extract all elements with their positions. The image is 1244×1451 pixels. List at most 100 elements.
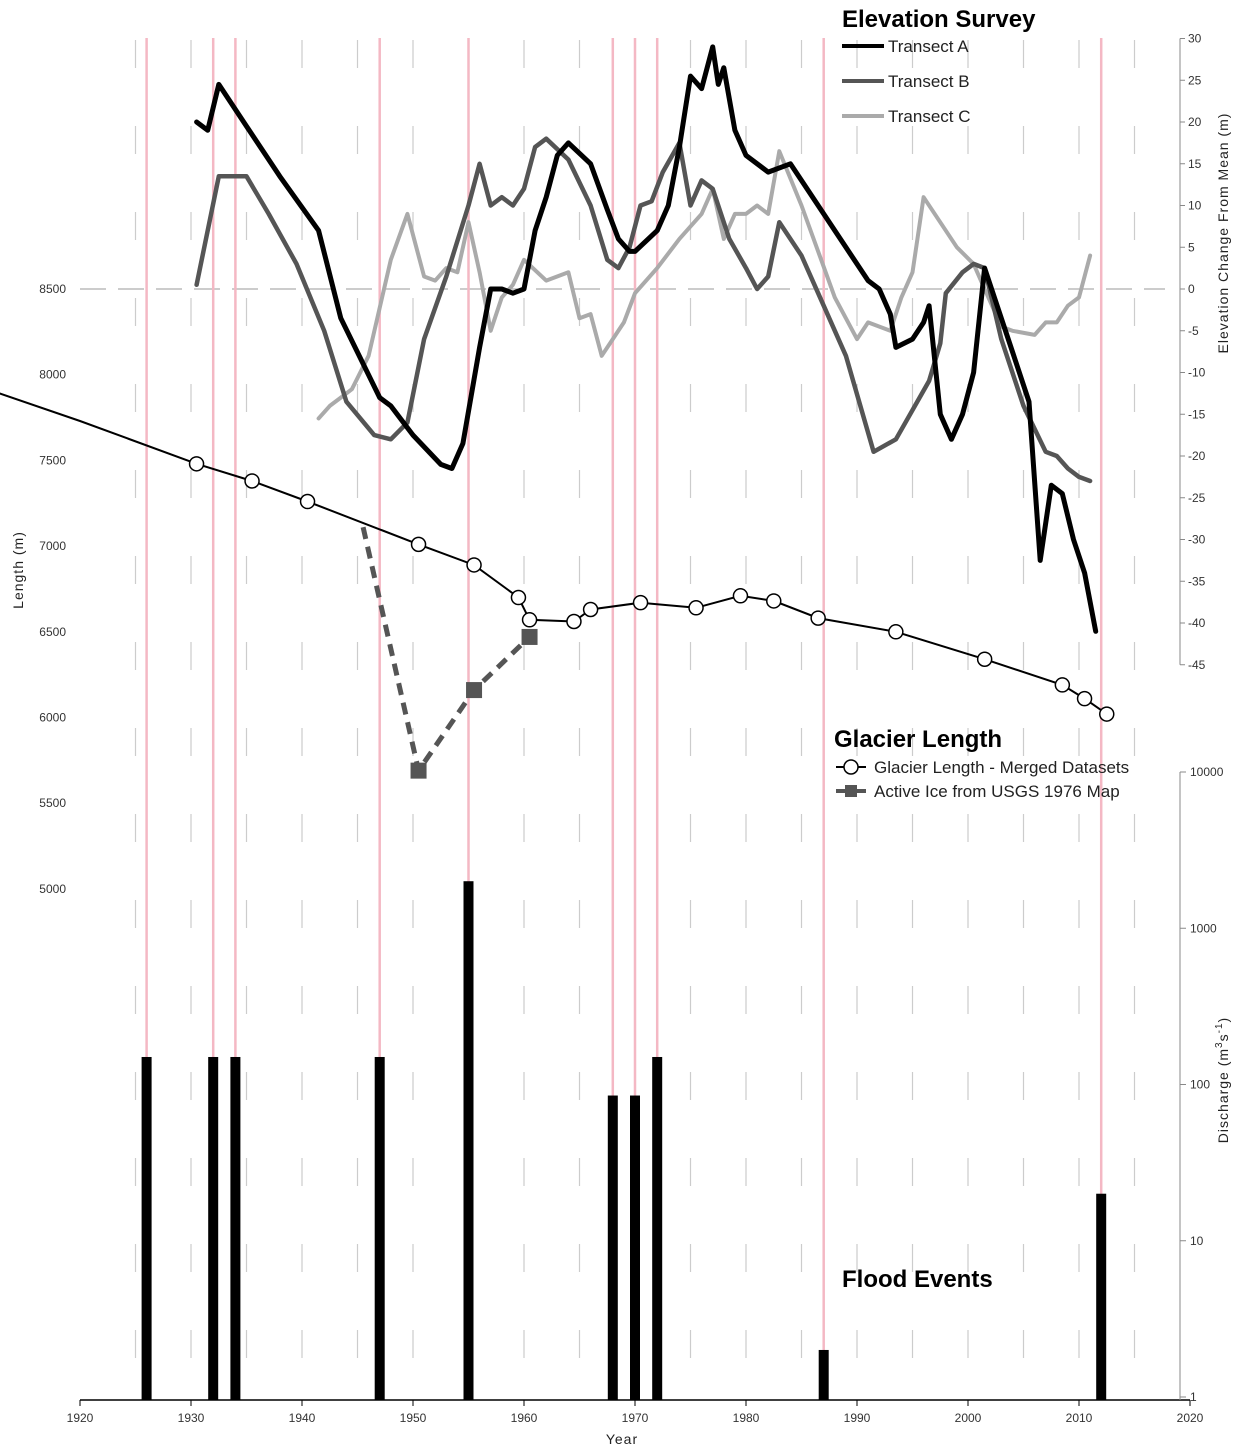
legend-swatch-glacier-length-marker (843, 759, 859, 775)
legend-label-glacier-length: Glacier Length - Merged Datasets (874, 758, 1129, 777)
elevation-tick-label-5: 5 (1188, 240, 1195, 254)
flood-bar-1926 (141, 1056, 152, 1400)
elevation-tick-label--45: -45 (1188, 658, 1206, 672)
discharge-tick-label-10000: 10000 (1190, 765, 1224, 779)
flood-bar-1968 (607, 1095, 618, 1400)
elevation-legend: Transect A Transect B Transect C (842, 37, 971, 126)
discharge-title-end: ) (1215, 1017, 1231, 1023)
discharge-title-mid: s (1215, 1033, 1231, 1041)
legend-label-transect-c: Transect C (888, 107, 971, 126)
legend-label-transect-a: Transect A (888, 37, 969, 56)
discharge-title-sup: 3 (1214, 1041, 1225, 1048)
x-tick-label-2000: 2000 (955, 1411, 982, 1425)
elevation-tick-label-0: 0 (1188, 282, 1195, 296)
discharge-tick-label-100: 100 (1190, 1078, 1210, 1092)
active-ice-point-3 (521, 628, 538, 645)
elevation-tick-label-25: 25 (1188, 73, 1202, 87)
x-tick-label-1960: 1960 (511, 1411, 538, 1425)
elevation-tick-label--10: -10 (1188, 366, 1206, 380)
flood-bar-1932 (208, 1056, 219, 1400)
glacier-length-point-14 (766, 593, 782, 609)
x-tick-label-1940: 1940 (289, 1411, 316, 1425)
glacier-length-point-16 (888, 624, 904, 640)
active-ice-point-2 (466, 682, 483, 699)
legend-label-active-ice: Active Ice from USGS 1976 Map (874, 782, 1120, 801)
discharge-tick-label-1000: 1000 (1190, 921, 1217, 935)
elevation-tick-label-30: 30 (1188, 32, 1202, 46)
flood-bar-1955 (463, 881, 474, 1400)
x-tick-label-1920: 1920 (67, 1411, 94, 1425)
length-legend: Glacier Length - Merged Datasets Active … (836, 758, 1129, 801)
series-line-transect-c (316, 149, 1093, 421)
glacier-length-point-3 (244, 473, 260, 489)
left-tick-label-5500: 5500 (39, 796, 66, 810)
glacier-length-point-6 (466, 557, 482, 573)
flood-bar-2012 (1096, 1193, 1107, 1400)
x-tick-label-1970: 1970 (622, 1411, 649, 1425)
elevation-tick-label--25: -25 (1188, 491, 1206, 505)
active-ice-point-1 (410, 762, 427, 779)
x-axis-title: Year (606, 1431, 638, 1447)
glacier-length-point-12 (688, 600, 704, 616)
legend-label-transect-b: Transect B (888, 72, 970, 91)
glacier-length-point-15 (810, 610, 826, 626)
elevation-tick-label-20: 20 (1188, 115, 1202, 129)
glacier-length-point-10 (582, 601, 599, 618)
elevation-tick-label--35: -35 (1188, 574, 1206, 588)
elevation-axis-title: Elevation Change From Mean (m) (1215, 113, 1231, 354)
elevation-tick-label--5: -5 (1188, 324, 1199, 338)
left-tick-label-8500: 8500 (39, 282, 66, 296)
legend-swatch-active-ice-marker (845, 785, 857, 797)
left-tick-label-7000: 7000 (39, 539, 66, 553)
discharge-title-sup2: -1 (1214, 1022, 1225, 1033)
flood-bar-1947 (374, 1056, 385, 1400)
x-tick-label-1950: 1950 (400, 1411, 427, 1425)
flood-title: Flood Events (842, 1266, 993, 1293)
series-line-glacier-length (0, 392, 1108, 715)
glacier-length-point-18 (1054, 677, 1071, 693)
x-tick-label-2010: 2010 (1066, 1411, 1093, 1425)
glacier-length-point-7 (510, 589, 527, 606)
glacier-length-point-20 (1099, 706, 1115, 722)
left-tick-label-8000: 8000 (39, 368, 66, 382)
glacier-length-point-8 (521, 612, 538, 628)
x-tick-label-1990: 1990 (844, 1411, 871, 1425)
series-line-active-ice (360, 526, 532, 777)
glacier-length-point-2 (188, 456, 205, 472)
elevation-tick-label--20: -20 (1188, 449, 1206, 463)
flood-bars (141, 881, 1107, 1400)
left-tick-label-5000: 5000 (39, 882, 66, 896)
flood-bar-1934 (230, 1056, 241, 1400)
series-line-transect-a (194, 44, 1099, 634)
left-tick-label-6500: 6500 (39, 625, 66, 639)
left-axis-title: Length (m) (10, 531, 26, 609)
glacier-length-point-11 (632, 594, 649, 611)
elevation-tick-label--40: -40 (1188, 616, 1206, 630)
discharge-tick-label-1: 1 (1190, 1390, 1197, 1404)
glacier-length-point-5 (410, 536, 427, 553)
flood-bar-1972 (652, 1056, 663, 1400)
glacier-length-point-13 (732, 588, 749, 604)
x-tick-label-1980: 1980 (733, 1411, 760, 1425)
left-tick-label-7500: 7500 (39, 453, 66, 467)
discharge-axis-title: Discharge (m3s-1) (1214, 1017, 1231, 1143)
elevation-tick-label--30: -30 (1188, 533, 1206, 547)
series-layer (0, 44, 1115, 779)
glacier-length-point-17 (976, 651, 993, 667)
elevation-title: Elevation Survey (842, 6, 1036, 33)
discharge-title-main: Discharge (m (1215, 1048, 1231, 1143)
length-title: Glacier Length (834, 726, 1002, 753)
flood-bar-1970 (630, 1095, 640, 1400)
series-line-transect-b (194, 136, 1093, 484)
glacier-length-point-4 (299, 493, 316, 510)
elevation-tick-label-10: 10 (1188, 199, 1202, 213)
x-tick-label-1930: 1930 (178, 1411, 205, 1425)
elevation-tick-label-15: 15 (1188, 157, 1202, 171)
x-tick-label-2020: 2020 (1177, 1411, 1204, 1425)
discharge-tick-label-10: 10 (1190, 1234, 1204, 1248)
glacier-length-point-9 (566, 613, 582, 630)
axis-layer: 1920 1930 1940 1950 1960 1970 1980 1990 2000 2010… (39, 32, 1223, 1426)
left-tick-label-6000: 6000 (39, 711, 66, 725)
glacier-length-point-19 (1076, 690, 1093, 707)
